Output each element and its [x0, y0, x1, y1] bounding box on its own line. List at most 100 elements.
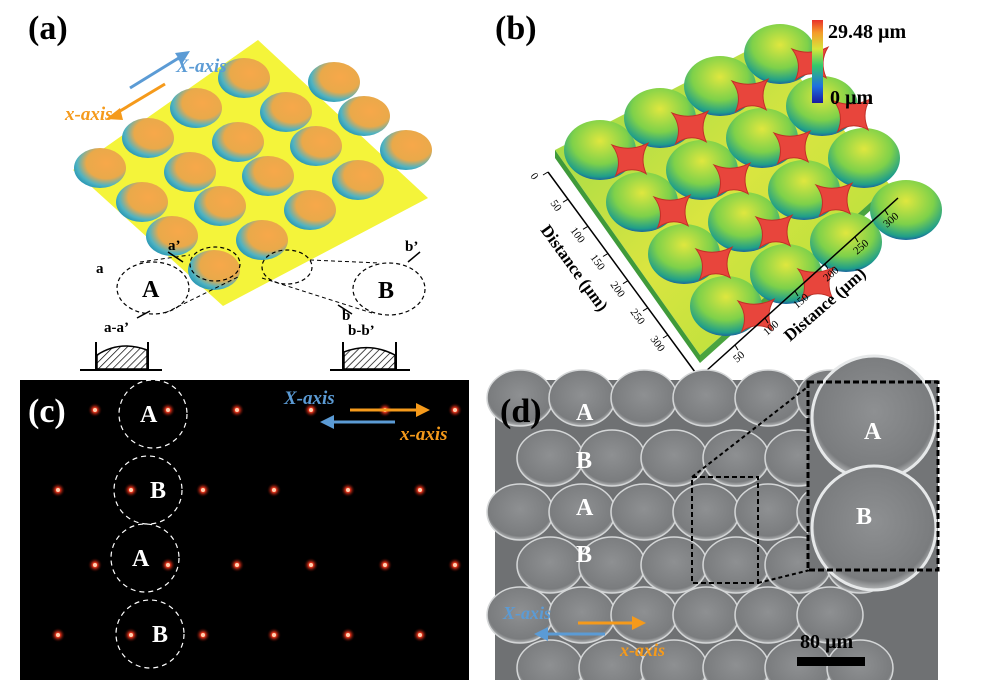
tick-mark — [662, 334, 669, 339]
microlens — [218, 58, 270, 98]
region-circle — [113, 455, 183, 525]
tick-label: 0 — [528, 171, 541, 183]
lens-dip — [870, 180, 942, 240]
microlens — [290, 126, 342, 166]
d-x-axis-lower-label: x-axis — [619, 640, 665, 660]
focal-spot-core — [418, 488, 422, 492]
cut-a-prime-label: a’ — [168, 238, 181, 254]
peak — [796, 265, 836, 302]
c-x-axis-lower-label: x-axis — [399, 424, 448, 445]
d-x-axis-upper-label: X-axis — [502, 603, 551, 623]
region-circle — [118, 379, 188, 449]
microlens — [194, 186, 246, 226]
microlens — [146, 216, 198, 256]
microlens — [170, 88, 222, 128]
colorbar — [812, 20, 823, 103]
cross-section-a — [80, 342, 162, 371]
focal-spot-core — [453, 563, 457, 567]
scale-bar-label: 80 µm — [800, 631, 854, 653]
focal-spots — [51, 403, 462, 642]
tick-mark — [582, 225, 589, 230]
colorbar-max-label: 29.48 µm — [828, 21, 907, 43]
focal-spot-core — [129, 633, 133, 637]
sem-inset: A B — [806, 354, 940, 592]
region-label: B — [152, 622, 168, 648]
panel-c-label: (c) — [28, 393, 66, 430]
sem-lens — [610, 483, 678, 541]
focal-spot-core — [56, 633, 60, 637]
sem-region-label: B — [576, 448, 592, 474]
sem-lens — [516, 536, 584, 594]
sem-lens — [734, 369, 802, 427]
microlens — [242, 156, 294, 196]
microlens — [122, 118, 174, 158]
lens-dips — [564, 24, 942, 336]
sem-region-label: A — [576, 400, 594, 426]
section-a-label: a-a’ — [104, 320, 129, 336]
tick-mark — [794, 290, 799, 297]
panel-b-label: (b) — [495, 10, 537, 47]
lens-dip — [810, 212, 882, 272]
focal-spot-core — [309, 563, 313, 567]
peak — [736, 297, 776, 334]
region-a-label: A — [142, 277, 160, 303]
microlens — [212, 122, 264, 162]
sem-lens — [640, 536, 708, 594]
tick-mark — [824, 263, 829, 270]
colorbar-min-label: 0 µm — [830, 87, 874, 109]
region-label: B — [150, 478, 166, 504]
section-b-label: b-b’ — [348, 323, 375, 339]
peak — [754, 213, 794, 250]
focal-spot-core — [235, 408, 239, 412]
focal-spot-core — [129, 488, 133, 492]
sem-lens — [734, 586, 802, 644]
inset-region-b: B — [856, 504, 872, 530]
region-label: A — [140, 402, 158, 428]
peak — [652, 193, 692, 230]
microlens — [164, 152, 216, 192]
sem-lens — [672, 369, 740, 427]
peaks — [610, 45, 872, 334]
sem-lens — [702, 536, 770, 594]
peak — [730, 77, 770, 114]
sem-lens — [796, 586, 864, 644]
focal-spot-core — [56, 488, 60, 492]
tick-label: 50 — [731, 349, 748, 366]
tick-mark — [734, 344, 739, 351]
panel-a-label: (a) — [28, 10, 68, 47]
region-label: A — [132, 546, 150, 572]
peak — [814, 181, 854, 218]
microlens — [308, 62, 360, 102]
sem-lens — [640, 429, 708, 487]
microlens — [332, 160, 384, 200]
tick-mark — [602, 253, 609, 257]
lens-dip — [828, 128, 900, 188]
panel-c: A B A B X-axis x-axis (c) — [20, 379, 469, 680]
focal-spot-core — [201, 488, 205, 492]
peak — [610, 141, 650, 178]
focal-spot-core — [166, 563, 170, 567]
peak — [832, 97, 872, 134]
region-circle — [110, 523, 180, 593]
sem-lens — [516, 429, 584, 487]
cut-b-label: b — [342, 308, 350, 324]
microlens-array — [74, 58, 432, 290]
panel-a: X-axis x-axis A B a a’ b b’ a-a’ b-b’ — [64, 40, 432, 371]
sem-region-label: A — [576, 495, 594, 521]
focal-spot-core — [453, 408, 457, 412]
tick-mark — [542, 171, 549, 176]
cut-b-prime-label: b’ — [405, 239, 418, 255]
tick-mark — [764, 317, 769, 324]
microlens — [338, 96, 390, 136]
inset-region-a: A — [864, 419, 882, 445]
peak — [670, 109, 710, 146]
sem-lens — [734, 483, 802, 541]
region-b-label: B — [378, 278, 394, 304]
tick-label: 50 — [548, 198, 564, 214]
microlens — [380, 130, 432, 170]
focal-spot-core — [93, 563, 97, 567]
